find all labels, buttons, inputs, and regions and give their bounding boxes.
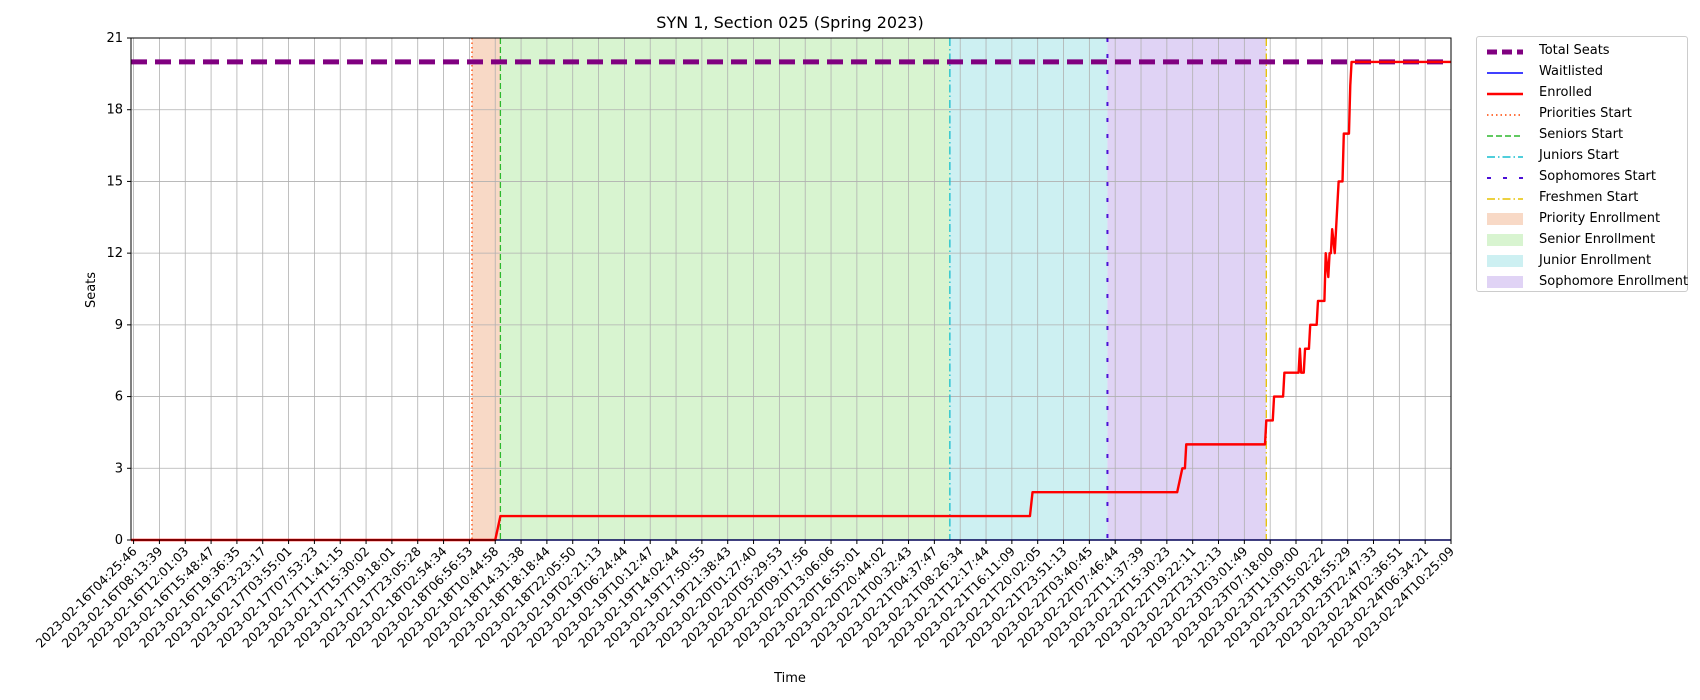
y-tick-label: 6: [115, 390, 123, 405]
legend-label: Priority Enrollment: [1539, 211, 1661, 226]
legend-swatch: [1487, 254, 1523, 267]
region-junior-enrollment: [949, 38, 1108, 540]
legend-item: Priorities Start: [1487, 103, 1632, 124]
legend-swatch: [1487, 170, 1523, 184]
legend-label: Priorities Start: [1539, 106, 1632, 121]
region-senior-enrollment: [500, 38, 950, 540]
legend-item: Waitlisted: [1487, 61, 1603, 82]
legend-swatch: [1487, 212, 1523, 225]
legend-item: Total Seats: [1487, 40, 1610, 61]
axes: 0369121518212023-02-16T04:25:462023-02-1…: [33, 31, 1458, 651]
y-axis-label: Seats: [84, 272, 99, 308]
y-tick-label: 12: [106, 246, 123, 261]
legend-swatch: [1487, 107, 1523, 121]
region-sophomore-enrollment: [1107, 38, 1267, 540]
enrollment-regions: [471, 38, 1267, 540]
x-axis-label: Time: [773, 671, 806, 686]
legend-item: Freshmen Start: [1487, 187, 1638, 208]
event-lines: [471, 38, 1267, 540]
legend-item: Sophomore Enrollment: [1487, 271, 1688, 292]
legend-item: Enrolled: [1487, 82, 1592, 103]
legend-item: Sophomores Start: [1487, 166, 1656, 187]
legend-swatch: [1487, 86, 1523, 100]
y-tick-label: 9: [115, 318, 123, 333]
legend-label: Senior Enrollment: [1539, 232, 1656, 247]
y-tick-label: 3: [115, 461, 123, 476]
legend-swatch: [1487, 191, 1523, 205]
region-priority-enrollment: [471, 38, 501, 540]
legend-swatch: [1487, 233, 1523, 246]
legend-label: Sophomores Start: [1539, 169, 1656, 184]
legend-label: Junior Enrollment: [1539, 253, 1652, 268]
legend-swatch: [1487, 65, 1523, 79]
chart-legend: Total Seats Waitlisted Enrolled Priorities …: [1476, 36, 1688, 292]
y-tick-label: 0: [115, 533, 123, 548]
legend-label: Freshmen Start: [1539, 190, 1639, 205]
series-enrolled: [131, 60, 1451, 542]
legend-item: Juniors Start: [1487, 145, 1619, 166]
grid-lines: [131, 37, 1452, 541]
legend-swatch: [1487, 149, 1523, 163]
legend-label: Juniors Start: [1539, 148, 1619, 163]
legend-swatch: [1487, 128, 1523, 142]
legend-swatch: [1487, 44, 1523, 58]
y-tick-label: 15: [106, 174, 123, 189]
legend-label: Waitlisted: [1539, 64, 1604, 79]
plot-frame: [130, 37, 1452, 541]
legend-label: Sophomore Enrollment: [1539, 274, 1689, 289]
legend-label: Total Seats: [1539, 43, 1610, 58]
legend-item: Senior Enrollment: [1487, 229, 1655, 250]
chart-title: SYN 1, Section 025 (Spring 2023): [656, 13, 923, 32]
legend-swatch: [1487, 275, 1523, 288]
legend-item: Seniors Start: [1487, 124, 1623, 145]
y-tick-label: 21: [106, 31, 123, 46]
legend-item: Junior Enrollment: [1487, 250, 1651, 271]
legend-label: Seniors Start: [1539, 127, 1624, 142]
legend-label: Enrolled: [1539, 85, 1592, 100]
legend-item: Priority Enrollment: [1487, 208, 1660, 229]
y-tick-label: 18: [106, 103, 123, 118]
